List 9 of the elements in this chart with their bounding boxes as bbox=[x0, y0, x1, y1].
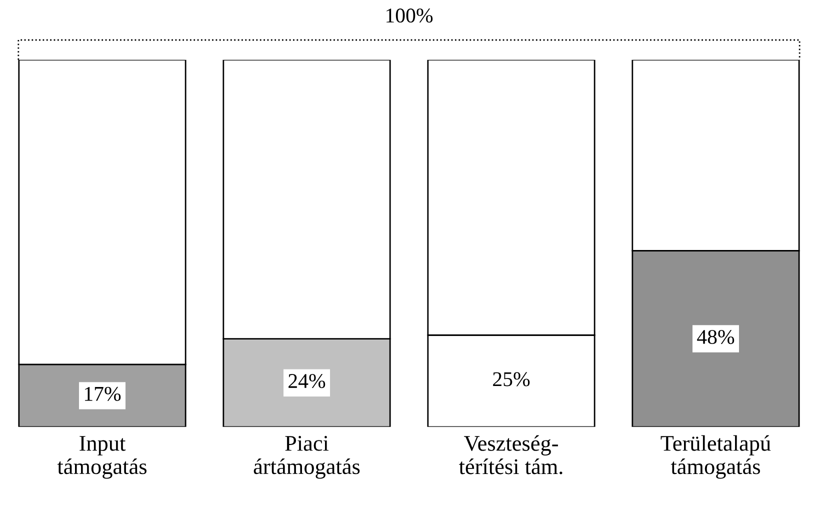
data-label: 24% bbox=[288, 374, 326, 388]
x-tick-label: Területalapú támogatás bbox=[660, 435, 771, 479]
data-label: 25% bbox=[493, 372, 530, 386]
x-tick-label: Input támogatás bbox=[57, 436, 146, 479]
x-tick-label: Veszteség- térítési tám. bbox=[459, 435, 562, 474]
data-label: 17% bbox=[84, 386, 121, 401]
text: 100% bbox=[386, 8, 433, 23]
data-label: 48% bbox=[697, 330, 734, 344]
x-tick-label: Piaci ártámogatás bbox=[254, 436, 360, 479]
